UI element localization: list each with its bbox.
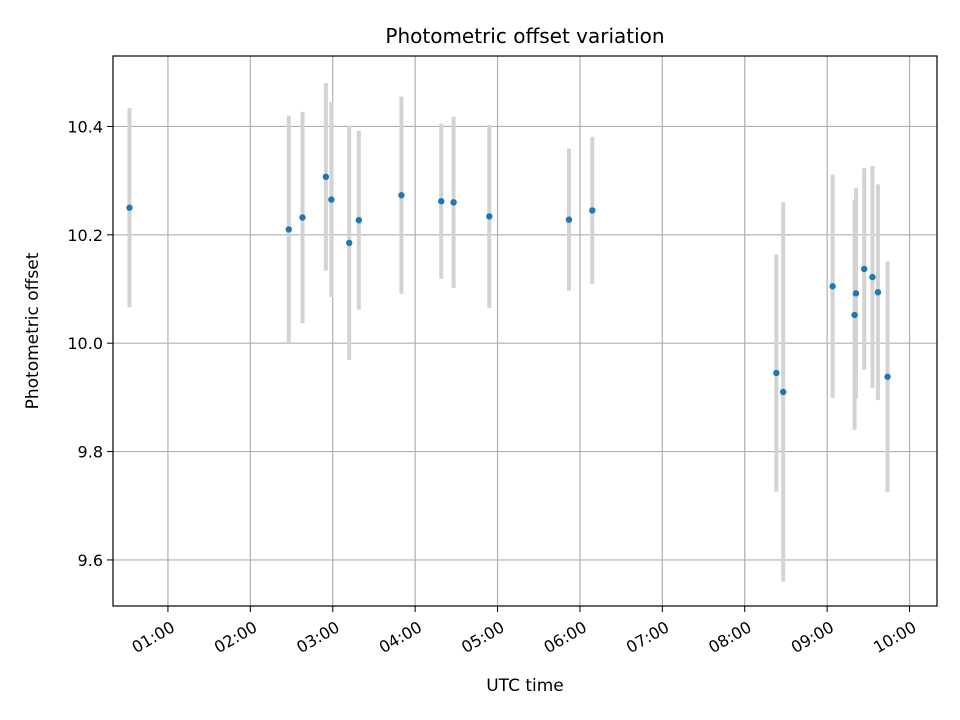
plot-frame [112,55,938,607]
data-point [285,226,292,233]
data-points [126,173,891,396]
data-point [355,216,363,224]
y-axis: 9.6 9.8 10.0 10.2 10.4 [67,117,113,570]
data-point [851,311,858,319]
data-point [450,199,457,206]
data-point [486,213,493,220]
data-point [874,289,882,296]
data-point [589,207,596,214]
data-point [328,196,335,203]
grid [113,56,937,606]
data-point [869,273,876,281]
y-tick-label: 10.0 [67,334,103,353]
data-point [438,198,445,205]
data-point [829,283,836,290]
data-point [884,373,891,380]
data-point [565,216,573,223]
y-tick-label: 10.2 [67,226,103,245]
data-point [852,290,860,297]
y-tick-label: 9.6 [78,551,103,570]
data-point [126,204,133,211]
data-point [773,369,780,377]
data-point [299,214,306,221]
data-point [346,239,353,247]
data-point [398,192,405,199]
x-axis-title: UTC time [486,676,564,696]
y-tick-label: 9.8 [78,443,103,462]
y-axis-title: Photometric offset [23,252,43,409]
chart-title: Photometric offset variation [385,24,664,48]
data-point [322,173,330,181]
y-tick-label: 10.4 [67,117,103,136]
data-point [861,265,868,273]
data-point [779,388,787,396]
